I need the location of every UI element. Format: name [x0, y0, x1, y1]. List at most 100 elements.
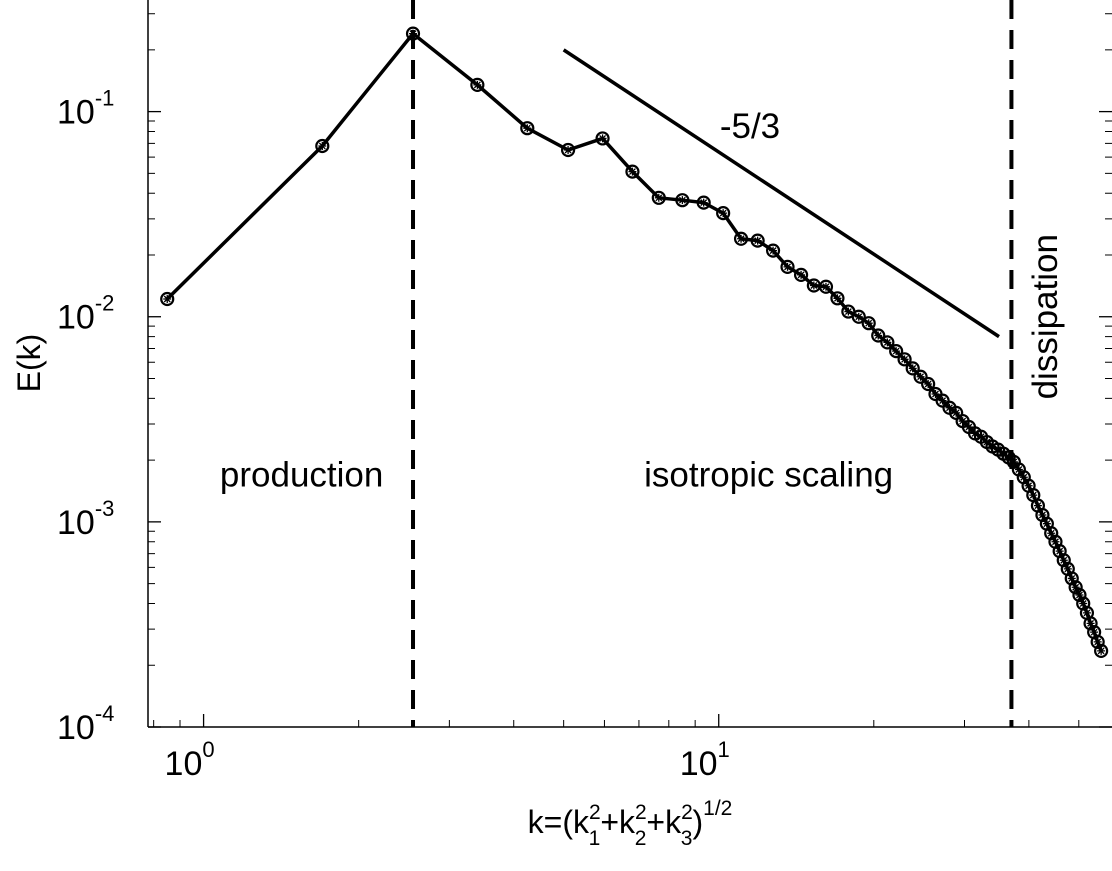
y-axis-label: E(k)	[11, 334, 47, 393]
point-star	[699, 198, 708, 207]
point-circle	[750, 233, 765, 248]
point-circle	[470, 77, 485, 92]
point-star	[874, 331, 883, 340]
point-star	[821, 282, 830, 291]
point-star	[1019, 473, 1028, 482]
point-star	[628, 167, 637, 176]
point-star	[769, 246, 778, 255]
x-tick-label: 101	[680, 737, 730, 783]
y-tick-label: 10-1	[57, 86, 114, 132]
point-star	[797, 270, 806, 279]
data-point	[851, 309, 866, 324]
point-circle	[905, 361, 920, 376]
point-star	[473, 80, 482, 89]
point-star	[1029, 491, 1038, 500]
y-tick-label: 10-4	[57, 701, 114, 747]
point-circle	[733, 231, 749, 246]
point-star	[1047, 529, 1056, 538]
region-label: isotropic scaling	[644, 456, 893, 495]
point-star	[964, 423, 973, 432]
tick-labels: 100 101 10-4 10-3 10-2 10-1	[57, 86, 730, 783]
region-dividers	[411, 0, 1014, 727]
point-circle	[851, 309, 866, 324]
data-point	[889, 343, 904, 359]
data-point	[470, 77, 485, 92]
point-star	[945, 403, 954, 412]
data-point	[1094, 643, 1109, 658]
spectrum-line	[165, 31, 1103, 652]
point-star	[678, 196, 687, 205]
data-point	[830, 291, 845, 306]
data-point	[520, 121, 535, 136]
point-star	[1014, 465, 1023, 474]
data-point	[595, 131, 610, 146]
point-circle	[1068, 580, 1083, 595]
point-star	[654, 193, 663, 202]
y-tick-label: 10-2	[57, 291, 114, 337]
point-circle	[818, 279, 834, 294]
point-star	[982, 438, 991, 447]
point-circle	[405, 26, 421, 41]
region-labels: production isotropic scaling dissipation	[220, 234, 1065, 495]
point-star	[952, 408, 961, 417]
point-circle	[871, 328, 886, 343]
data-point	[560, 142, 576, 158]
data-point	[818, 279, 834, 294]
point-circle	[1083, 616, 1098, 631]
point-star	[977, 432, 986, 441]
point-star	[598, 134, 607, 143]
point-star	[318, 141, 327, 150]
data-point	[315, 138, 330, 154]
point-star	[1086, 619, 1095, 628]
slope-line	[562, 48, 1000, 339]
point-star	[892, 347, 901, 356]
major-ticks	[148, 110, 1112, 728]
data-point	[780, 259, 795, 274]
point-star	[1033, 501, 1042, 510]
point-star	[564, 145, 573, 154]
point-star	[916, 372, 925, 381]
point-star	[883, 338, 892, 347]
data-point	[625, 164, 640, 179]
data-point	[651, 190, 666, 205]
slope-label: -5/3	[720, 107, 780, 146]
x-axis-label: k=(k2 1+k2 2+k2 3)1/2	[528, 797, 733, 850]
point-circle	[830, 291, 845, 306]
point-star	[931, 390, 940, 399]
data-point	[1083, 616, 1098, 631]
point-circle	[315, 138, 330, 154]
data-point	[1064, 571, 1079, 586]
data-point	[871, 328, 886, 343]
point-circle	[780, 259, 795, 274]
point-star	[783, 262, 792, 271]
data-point	[405, 26, 421, 41]
point-circle	[880, 335, 895, 350]
data-point	[750, 233, 765, 248]
data-point	[905, 361, 920, 376]
spectrum-series	[160, 26, 1109, 658]
data-point	[861, 316, 876, 331]
point-star	[844, 307, 853, 316]
point-circle	[889, 343, 904, 359]
data-point	[716, 206, 731, 221]
point-star	[1055, 547, 1064, 556]
point-star	[1071, 583, 1080, 592]
point-star	[833, 294, 842, 303]
data-point	[921, 376, 936, 392]
data-point	[675, 193, 690, 208]
point-star	[1082, 608, 1091, 617]
point-circle	[913, 369, 928, 384]
data-point	[1072, 587, 1087, 603]
point-circle	[560, 142, 576, 158]
point-star	[1042, 519, 1051, 528]
point-star	[1079, 599, 1088, 608]
data-point	[1090, 634, 1105, 649]
slope-reference: -5/3	[562, 48, 1000, 339]
point-circle	[675, 193, 690, 208]
point-star	[753, 236, 762, 245]
region-label: production	[220, 456, 383, 495]
point-star	[163, 295, 172, 304]
data-point	[793, 267, 809, 282]
point-star	[1067, 574, 1076, 583]
